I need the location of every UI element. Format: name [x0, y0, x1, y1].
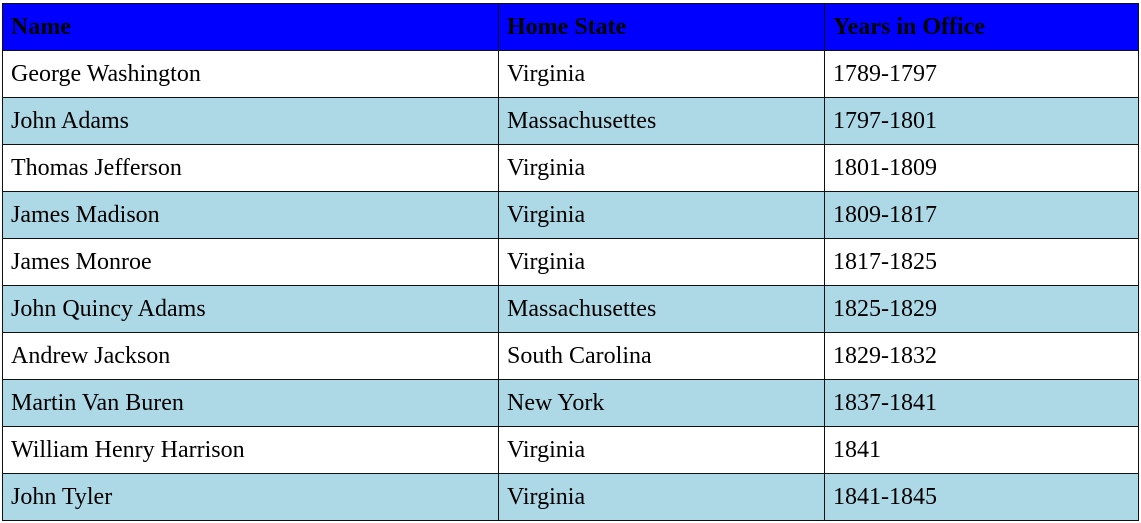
header-row: Name Home State Years in Office: [2, 3, 1139, 51]
cell-home-state: Virginia: [498, 238, 825, 286]
cell-years-in-office: 1809-1817: [824, 191, 1139, 239]
table-row: George Washington Virginia 1789-1797: [2, 50, 1139, 98]
table-row: James Madison Virginia 1809-1817: [2, 191, 1139, 239]
cell-years-in-office: 1825-1829: [824, 285, 1139, 333]
table-row: Thomas Jefferson Virginia 1801-1809: [2, 144, 1139, 192]
cell-name: Martin Van Buren: [2, 379, 499, 427]
cell-name: Andrew Jackson: [2, 332, 499, 380]
table-row: William Henry Harrison Virginia 1841: [2, 426, 1139, 474]
column-header-home-state: Home State: [498, 3, 825, 51]
cell-years-in-office: 1817-1825: [824, 238, 1139, 286]
table-row: John Adams Massachusettes 1797-1801: [2, 97, 1139, 145]
column-header-name: Name: [2, 3, 499, 51]
table-row: John Quincy Adams Massachusettes 1825-18…: [2, 285, 1139, 333]
cell-years-in-office: 1801-1809: [824, 144, 1139, 192]
column-header-years-in-office: Years in Office: [824, 3, 1139, 51]
table-row: Martin Van Buren New York 1837-1841: [2, 379, 1139, 427]
cell-years-in-office: 1829-1832: [824, 332, 1139, 380]
cell-home-state: New York: [498, 379, 825, 427]
cell-years-in-office: 1841-1845: [824, 473, 1139, 521]
cell-home-state: Massachusettes: [498, 97, 825, 145]
table-row: James Monroe Virginia 1817-1825: [2, 238, 1139, 286]
cell-home-state: Virginia: [498, 191, 825, 239]
cell-home-state: Virginia: [498, 473, 825, 521]
cell-name: James Madison: [2, 191, 499, 239]
cell-name: Thomas Jefferson: [2, 144, 499, 192]
cell-name: George Washington: [2, 50, 499, 98]
cell-years-in-office: 1797-1801: [824, 97, 1139, 145]
cell-home-state: South Carolina: [498, 332, 825, 380]
table-header: Name Home State Years in Office: [2, 3, 1139, 51]
table-body: George Washington Virginia 1789-1797 Joh…: [2, 50, 1139, 521]
cell-home-state: Virginia: [498, 426, 825, 474]
cell-home-state: Virginia: [498, 50, 825, 98]
presidents-table-container: Name Home State Years in Office George W…: [2, 3, 1139, 521]
cell-years-in-office: 1837-1841: [824, 379, 1139, 427]
cell-name: James Monroe: [2, 238, 499, 286]
cell-years-in-office: 1789-1797: [824, 50, 1139, 98]
cell-name: John Tyler: [2, 473, 499, 521]
cell-home-state: Massachusettes: [498, 285, 825, 333]
presidents-table: Name Home State Years in Office George W…: [2, 3, 1139, 521]
cell-name: John Adams: [2, 97, 499, 145]
table-row: Andrew Jackson South Carolina 1829-1832: [2, 332, 1139, 380]
cell-name: William Henry Harrison: [2, 426, 499, 474]
table-row: John Tyler Virginia 1841-1845: [2, 473, 1139, 521]
cell-home-state: Virginia: [498, 144, 825, 192]
cell-name: John Quincy Adams: [2, 285, 499, 333]
cell-years-in-office: 1841: [824, 426, 1139, 474]
